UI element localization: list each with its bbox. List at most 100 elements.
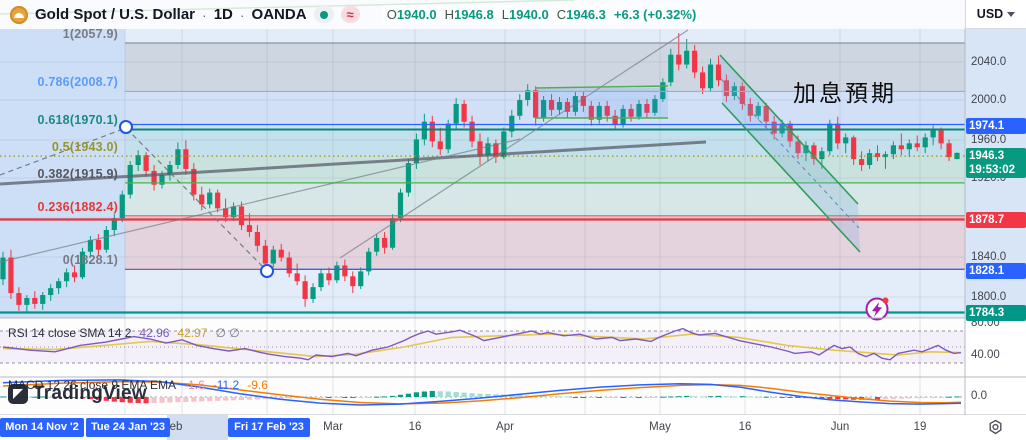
- candle-body: [851, 137, 857, 160]
- price-axis-badge: 1878.7: [966, 212, 1026, 228]
- candle-body: [930, 129, 936, 138]
- time-axis-settings-button[interactable]: [965, 415, 1026, 440]
- macd-histogram-bar: [111, 397, 117, 402]
- macd-histogram-bar: [119, 397, 125, 403]
- candle-body: [914, 143, 920, 148]
- candle-body: [24, 297, 30, 305]
- macd-histogram-bar: [389, 395, 396, 397]
- macd-histogram-bar: [779, 397, 785, 398]
- candle-body: [755, 105, 761, 116]
- macd-histogram-bar: [771, 397, 777, 398]
- candle-body: [350, 276, 356, 287]
- macd-histogram-bar: [71, 397, 78, 398]
- macd-histogram-bar: [938, 397, 944, 398]
- candle-body: [358, 271, 364, 287]
- tradingview-logo-icon: [8, 384, 28, 404]
- candle-body: [159, 174, 165, 185]
- macd-histogram-bar: [48, 396, 54, 398]
- macd-histogram-bar: [461, 392, 467, 397]
- candle-body: [485, 143, 491, 156]
- fib-date-range-highlight: [167, 415, 228, 440]
- macd-histogram-bar: [564, 396, 571, 398]
- candle-body: [668, 54, 674, 83]
- candle-body: [874, 153, 881, 158]
- delayed-data-flag[interactable]: ≈: [340, 6, 360, 23]
- macd-hist-value: -1.6: [184, 378, 205, 392]
- candle-body: [421, 121, 427, 140]
- macd-indicator-legend[interactable]: MACD 12 26 close 9 EMA EMA -1.6 -11.2 -9…: [8, 378, 268, 392]
- tradingview-watermark[interactable]: TradingView: [8, 383, 147, 405]
- fib-band: [125, 42, 965, 92]
- rsi-indicator-legend[interactable]: RSI 14 close SMA 14 2 42.96 42.97 ∅ ∅: [8, 326, 240, 340]
- candle-body: [382, 237, 388, 248]
- drawing-anchor-point[interactable]: [260, 264, 274, 278]
- candle-body: [533, 90, 539, 118]
- macd-histogram-bar: [175, 397, 181, 403]
- candle-body: [811, 145, 817, 160]
- candle-body: [64, 272, 70, 282]
- candle-body: [71, 272, 78, 278]
- macd-histogram-bar: [199, 397, 205, 402]
- macd-histogram-bar: [310, 397, 316, 398]
- macd-title: MACD 12 26 close 9 EMA EMA: [8, 378, 177, 392]
- price-axis-label: 2040.0: [971, 56, 1007, 68]
- macd-histogram-bar: [127, 397, 133, 403]
- candle-body: [87, 239, 94, 252]
- macd-histogram-bar: [747, 396, 753, 398]
- exchange-label[interactable]: OANDA: [251, 6, 307, 23]
- interval-label[interactable]: 1D: [213, 6, 233, 23]
- open-label: O: [386, 7, 397, 22]
- macd-histogram-bar: [890, 397, 896, 399]
- fib-level-label: 0.382(1915.9): [37, 166, 118, 181]
- candle-body: [56, 281, 62, 289]
- price-axis-badge: 1974.1: [966, 118, 1026, 134]
- price-axis-badge: 1784.3: [966, 305, 1026, 321]
- candle-body: [342, 265, 348, 277]
- macd-histogram-bar: [382, 396, 388, 398]
- lightning-icon[interactable]: [872, 302, 882, 317]
- macd-histogram-bar: [763, 396, 769, 398]
- candle-body: [318, 273, 324, 288]
- macd-histogram-bar: [660, 396, 666, 398]
- candle-body: [191, 168, 197, 195]
- rsi-sma-line: [2, 333, 962, 358]
- price-axis-label: 1960.0: [971, 134, 1007, 146]
- macd-histogram-bar: [56, 397, 62, 398]
- macd-histogram-bar: [898, 397, 904, 399]
- macd-histogram-bar: [238, 397, 245, 401]
- symbol-title[interactable]: Gold Spot / U.S. Dollar: [35, 6, 196, 23]
- candle-body: [771, 121, 777, 134]
- chart-text-annotation[interactable]: 加息預期: [793, 80, 897, 106]
- candle-body: [215, 192, 221, 209]
- chevron-down-icon: [1007, 11, 1016, 17]
- macd-histogram-bar: [87, 397, 94, 400]
- candle-body: [938, 129, 944, 144]
- candle-body: [843, 137, 849, 144]
- macd-histogram-bar: [254, 397, 260, 400]
- candle-body: [596, 105, 602, 120]
- macd-histogram-bar: [866, 397, 873, 400]
- low-value: 1940.0: [508, 7, 549, 22]
- macd-histogram-bar: [652, 397, 658, 398]
- macd-histogram-bar: [644, 397, 650, 398]
- currency-unit-dropdown[interactable]: USD: [965, 0, 1026, 29]
- price-axis-badge: 1828.1: [966, 263, 1026, 279]
- macd-histogram-bar: [191, 397, 197, 402]
- candle-body: [882, 154, 889, 158]
- candle-body: [230, 206, 237, 218]
- time-axis-label: Jun: [830, 421, 850, 433]
- down-channel-fill: [720, 55, 860, 252]
- candle-body: [413, 139, 419, 164]
- drawing-anchor-point[interactable]: [119, 120, 133, 134]
- candle-body: [548, 100, 555, 110]
- candle-body: [262, 245, 268, 264]
- candle-body: [286, 257, 292, 274]
- macd-histogram-bar: [906, 397, 912, 399]
- notification-dot-icon: [882, 297, 889, 304]
- macd-line: [2, 379, 962, 406]
- macd-histogram-bar: [723, 396, 730, 398]
- candle-body: [302, 281, 308, 299]
- candle-body: [604, 105, 610, 116]
- main-pane-bg: [0, 0, 965, 318]
